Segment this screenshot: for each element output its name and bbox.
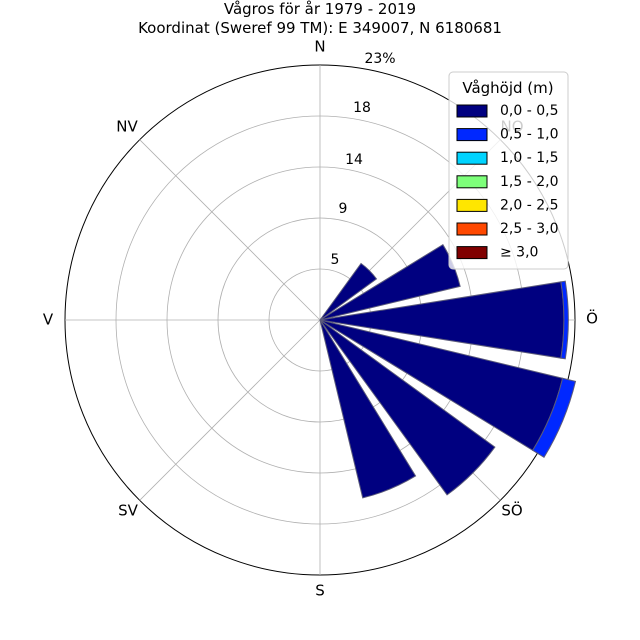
radial-tick-label: 9 xyxy=(339,201,348,217)
legend-title: Våghöjd (m) xyxy=(462,79,553,97)
legend-box xyxy=(448,71,569,270)
radial-tick-label: 23% xyxy=(364,51,395,67)
rose-bar-segment xyxy=(532,377,577,458)
direction-label: NV xyxy=(116,118,138,136)
legend-label: 2,0 - 2,5 xyxy=(500,197,558,213)
rose-bar-segment xyxy=(560,280,569,360)
rose-bar-segment xyxy=(319,319,417,499)
grid-spoke xyxy=(139,139,321,321)
legend-swatch xyxy=(456,151,488,165)
bars xyxy=(319,244,577,499)
chart-subtitle: Koordinat (Sweref 99 TM): E 349007, N 61… xyxy=(138,19,502,37)
direction-label: SV xyxy=(118,502,139,520)
radial-tick-label: 5 xyxy=(331,252,340,268)
legend-label: 0,5 - 1,0 xyxy=(500,127,558,143)
direction-label: Ö xyxy=(586,309,598,328)
direction-label: V xyxy=(43,311,54,329)
legend-label: 1,5 - 2,0 xyxy=(500,174,558,190)
legend-swatch xyxy=(456,198,488,212)
direction-label: S xyxy=(315,582,325,600)
legend-swatch xyxy=(456,222,488,236)
legend-label: 0,0 - 0,5 xyxy=(500,103,558,119)
legend-swatch xyxy=(456,246,488,260)
legend-swatch xyxy=(456,104,488,118)
direction-label: SÖ xyxy=(501,501,522,520)
radial-tick-label: 14 xyxy=(345,152,363,168)
legend-swatch xyxy=(456,128,488,142)
rose-bar-segment xyxy=(319,319,496,496)
direction-label: N xyxy=(314,38,325,56)
rose-bar-segment xyxy=(319,262,378,321)
legend-swatch xyxy=(456,175,488,189)
legend-label: 2,5 - 3,0 xyxy=(500,221,558,237)
legend-label: 1,0 - 1,5 xyxy=(500,150,558,166)
grid-spoke xyxy=(139,319,321,501)
chart-title: Vågros för år 1979 - 2019 xyxy=(224,0,416,18)
legend: Våghöjd (m) 0,0 - 0,5 0,5 - 1,0 1,0 - 1,5 1,… xyxy=(448,71,569,270)
radial-tick-label: 18 xyxy=(353,100,371,116)
legend-label: ≥ 3,0 xyxy=(500,245,538,261)
